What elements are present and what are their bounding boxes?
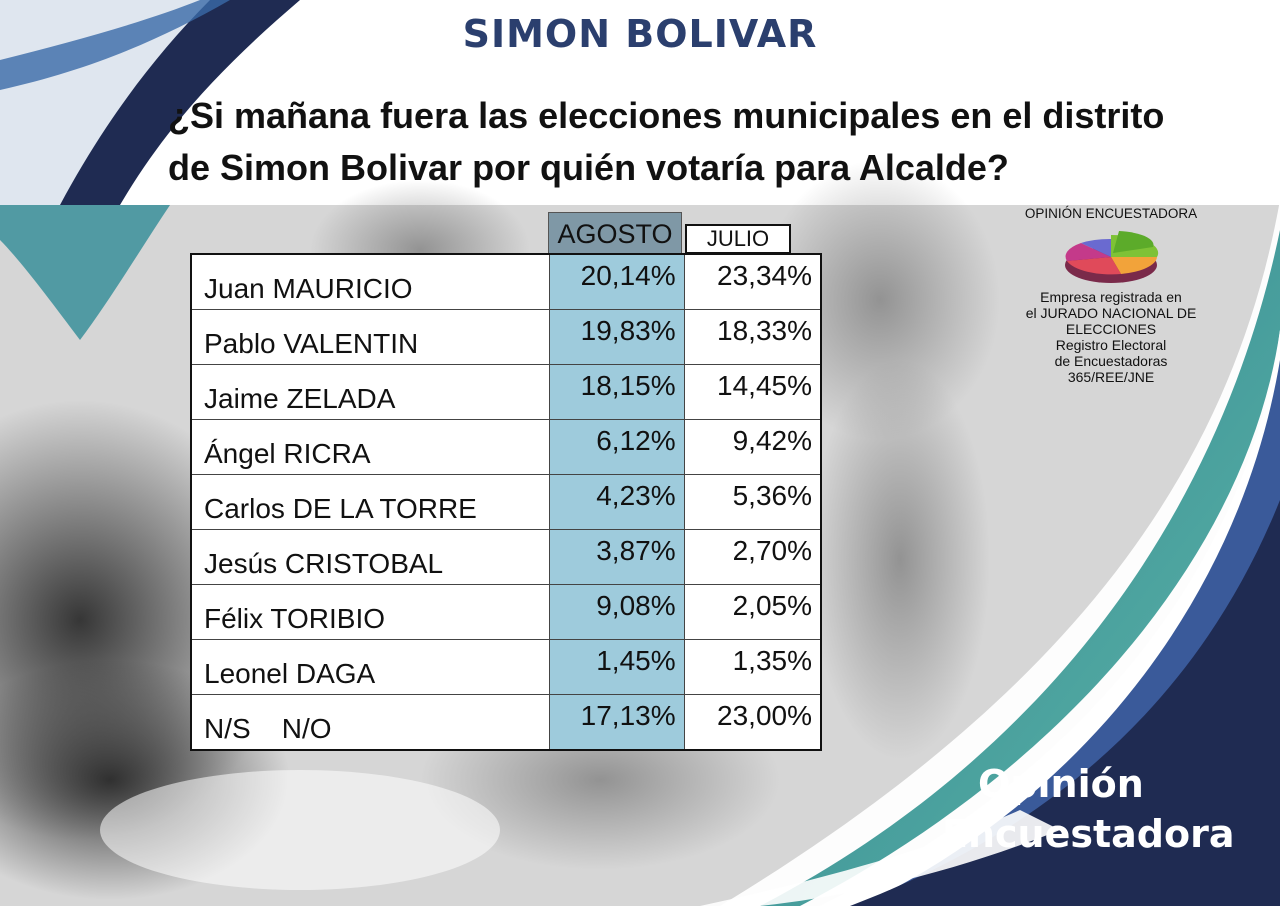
julio-value: 23,34% [683,253,822,310]
candidate-name: N/S N/O [190,694,551,751]
brand-name-line-1: Opinión [978,762,1144,806]
julio-value: 1,35% [683,639,822,695]
pie-chart-logo-icon [1065,231,1159,283]
results-table: Juan MAURICIO 20,14% 23,34% Pablo VALENT… [190,253,822,751]
question-line-1: ¿Si mañana fuera las elecciones municipa… [168,95,1165,136]
table-row: Pablo VALENTIN 19,83% 18,33% [190,309,822,365]
brand-name-line-2: Encuestadora [942,812,1235,856]
agosto-value: 3,87% [549,529,685,585]
agosto-value: 4,23% [549,474,685,530]
table-row: Jesús CRISTOBAL 3,87% 2,70% [190,529,822,585]
question-line-2: de Simon Bolivar por quién votaría para … [168,147,1009,188]
logo-text-line: ELECCIONES [1065,321,1157,337]
logo-text-line: Registro Electoral [1055,337,1167,353]
julio-value: 23,00% [683,694,822,751]
column-header-julio: JULIO [685,224,791,254]
candidate-name: Carlos DE LA TORRE [190,474,551,530]
julio-value: 14,45% [683,364,822,420]
table-row: Carlos DE LA TORRE 4,23% 5,36% [190,474,822,530]
candidate-name: Jesús CRISTOBAL [190,529,551,585]
julio-value: 2,05% [683,584,822,640]
candidate-name: Ángel RICRA [190,419,551,475]
agosto-value: 20,14% [549,253,685,310]
julio-value: 2,70% [683,529,822,585]
agosto-value: 6,12% [549,419,685,475]
candidate-name: Jaime ZELADA [190,364,551,420]
candidate-name: Leonel DAGA [190,639,551,695]
candidate-name: Félix TORIBIO [190,584,551,640]
julio-value: 5,36% [683,474,822,530]
logo-company-name: OPINIÓN ENCUESTADORA [1024,206,1198,221]
table-row: Félix TORIBIO 9,08% 2,05% [190,584,822,640]
table-row: Juan MAURICIO 20,14% 23,34% [190,253,822,310]
logo-text-line: 365/REE/JNE [1067,369,1155,385]
candidate-name: Juan MAURICIO [190,253,551,310]
logo-text-line: Empresa registrada en [1040,289,1182,305]
table-row: N/S N/O 17,13% 23,00% [190,694,822,751]
company-logo-block: OPINIÓN ENCUESTADORA Empresa registrada … [1006,206,1216,385]
agosto-value: 17,13% [549,694,685,751]
julio-value: 9,42% [683,419,822,475]
julio-value: 18,33% [683,309,822,365]
logo-text-line: de Encuestadoras [1054,353,1168,369]
agosto-value: 9,08% [549,584,685,640]
page-title: SIMON BOLIVAR [462,12,818,56]
table-row: Jaime ZELADA 18,15% 14,45% [190,364,822,420]
agosto-value: 1,45% [549,639,685,695]
table-row: Leonel DAGA 1,45% 1,35% [190,639,822,695]
candidate-name: Pablo VALENTIN [190,309,551,365]
table-row: Ángel RICRA 6,12% 9,42% [190,419,822,475]
agosto-value: 19,83% [549,309,685,365]
column-header-agosto: AGOSTO [548,212,682,254]
logo-text-line: el JURADO NACIONAL DE [1025,305,1197,321]
survey-question: ¿Si mañana fuera las elecciones municipa… [168,90,1258,194]
agosto-value: 18,15% [549,364,685,420]
